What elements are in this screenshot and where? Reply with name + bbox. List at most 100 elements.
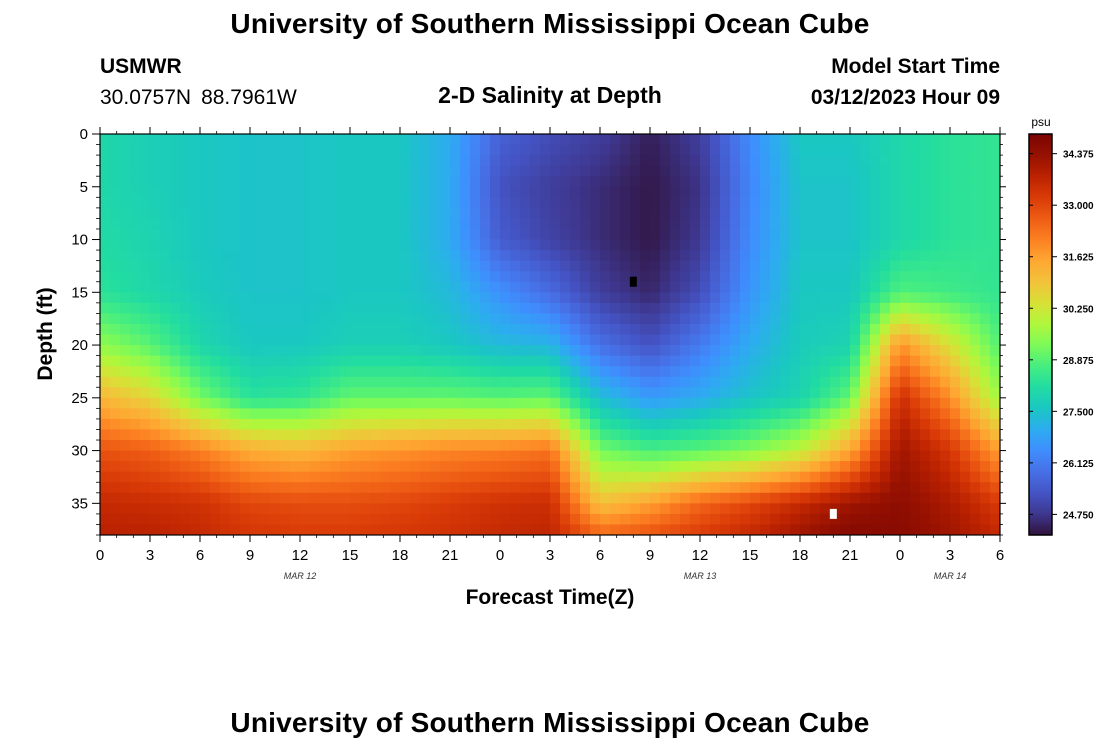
heatmap-cell	[360, 355, 371, 367]
heatmap-cell	[810, 218, 821, 230]
heatmap-cell	[700, 207, 711, 220]
heatmap-cell	[800, 155, 811, 167]
heatmap-cell	[570, 429, 581, 441]
heatmap-cell	[530, 292, 541, 304]
heatmap-cell	[470, 239, 481, 251]
heatmap-cell	[770, 250, 781, 262]
heatmap-cell	[680, 429, 691, 441]
heatmap-cell	[260, 408, 271, 420]
heatmap-cell	[340, 524, 351, 535]
heatmap-cell	[630, 302, 641, 314]
heatmap-cell	[490, 524, 501, 535]
heatmap-cell	[350, 440, 361, 452]
heatmap-cell	[220, 345, 231, 357]
heatmap-cell	[600, 281, 611, 293]
heatmap-cell	[230, 239, 241, 251]
heatmap-cell	[550, 218, 561, 230]
heatmap-cell	[990, 387, 1000, 399]
heatmap-cell	[760, 482, 771, 494]
heatmap-cell	[640, 155, 651, 167]
heatmap-cell	[110, 387, 121, 399]
heatmap-cell	[570, 250, 581, 262]
heatmap-cell	[980, 155, 991, 167]
heatmap-cell	[510, 155, 521, 167]
heatmap-cell	[630, 450, 641, 462]
heatmap-cell	[660, 207, 671, 220]
heatmap-cell	[430, 134, 441, 146]
heatmap-cell	[510, 207, 521, 220]
heatmap-cell	[670, 239, 681, 251]
heatmap-cell	[620, 366, 631, 378]
heatmap-cell	[220, 134, 231, 146]
heatmap-cell	[520, 429, 531, 441]
heatmap-cell	[190, 440, 201, 452]
heatmap-cell	[550, 524, 561, 535]
heatmap-cell	[690, 397, 701, 409]
heatmap-cell	[290, 334, 301, 346]
heatmap-cell	[460, 503, 471, 515]
heatmap-cell	[660, 450, 671, 462]
heatmap-cell	[610, 228, 621, 241]
heatmap-cell	[970, 440, 981, 452]
heatmap-cell	[500, 387, 511, 399]
heatmap-cell	[520, 471, 531, 483]
heatmap-cell	[420, 207, 431, 220]
heatmap-cell	[950, 503, 961, 515]
heatmap-cell	[130, 366, 141, 378]
heatmap-cell	[390, 471, 401, 483]
heatmap-cell	[490, 376, 501, 388]
heatmap-cell	[250, 471, 261, 483]
heatmap-cell	[590, 429, 601, 441]
heatmap-cell	[790, 418, 801, 431]
heatmap-cell	[700, 134, 711, 146]
heatmap-cell	[780, 207, 791, 220]
heatmap-cell	[200, 197, 211, 209]
heatmap-cell	[440, 313, 451, 325]
heatmap-cell	[580, 513, 591, 526]
heatmap-cell	[520, 155, 531, 167]
heatmap-cell	[890, 292, 901, 304]
heatmap-cell	[330, 186, 341, 198]
heatmap-cell	[950, 418, 961, 431]
heatmap-cell	[180, 482, 191, 494]
heatmap-cell	[100, 376, 111, 388]
heatmap-cell	[370, 207, 381, 220]
heatmap-cell	[230, 440, 241, 452]
heatmap-cell	[180, 176, 191, 188]
heatmap-cell	[990, 260, 1000, 272]
heatmap-cell	[500, 408, 511, 420]
heatmap-cell	[240, 450, 251, 462]
heatmap-cell	[910, 503, 921, 515]
heatmap-cell	[860, 513, 871, 526]
heatmap-cell	[850, 228, 861, 241]
heatmap-cell	[760, 176, 771, 188]
heatmap-cell	[270, 492, 281, 504]
heatmap-cell	[680, 492, 691, 504]
heatmap-cell	[510, 503, 521, 515]
heatmap-cell	[340, 408, 351, 420]
heatmap-cell	[240, 408, 251, 420]
heatmap-cell	[180, 260, 191, 272]
heatmap-cell	[860, 239, 871, 251]
heatmap-cell	[340, 397, 351, 409]
heatmap-cell	[800, 408, 811, 420]
heatmap-cell	[710, 408, 721, 420]
heatmap-cell	[720, 429, 731, 441]
heatmap-cell	[330, 397, 341, 409]
heatmap-cell	[870, 271, 881, 283]
heatmap-cell	[820, 450, 831, 462]
heatmap-cell	[800, 281, 811, 293]
heatmap-cell	[400, 155, 411, 167]
heatmap-cell	[370, 461, 381, 473]
heatmap-cell	[290, 239, 301, 251]
heatmap-cell	[720, 197, 731, 209]
heatmap-cell	[990, 366, 1000, 378]
heatmap-cell	[120, 397, 131, 409]
heatmap-cell	[440, 144, 451, 156]
heatmap-cell	[720, 482, 731, 494]
heatmap-cell	[200, 155, 211, 167]
heatmap-cell	[470, 450, 481, 462]
heatmap-cell	[670, 482, 681, 494]
heatmap-cell	[290, 281, 301, 293]
heatmap-cell	[820, 513, 831, 526]
